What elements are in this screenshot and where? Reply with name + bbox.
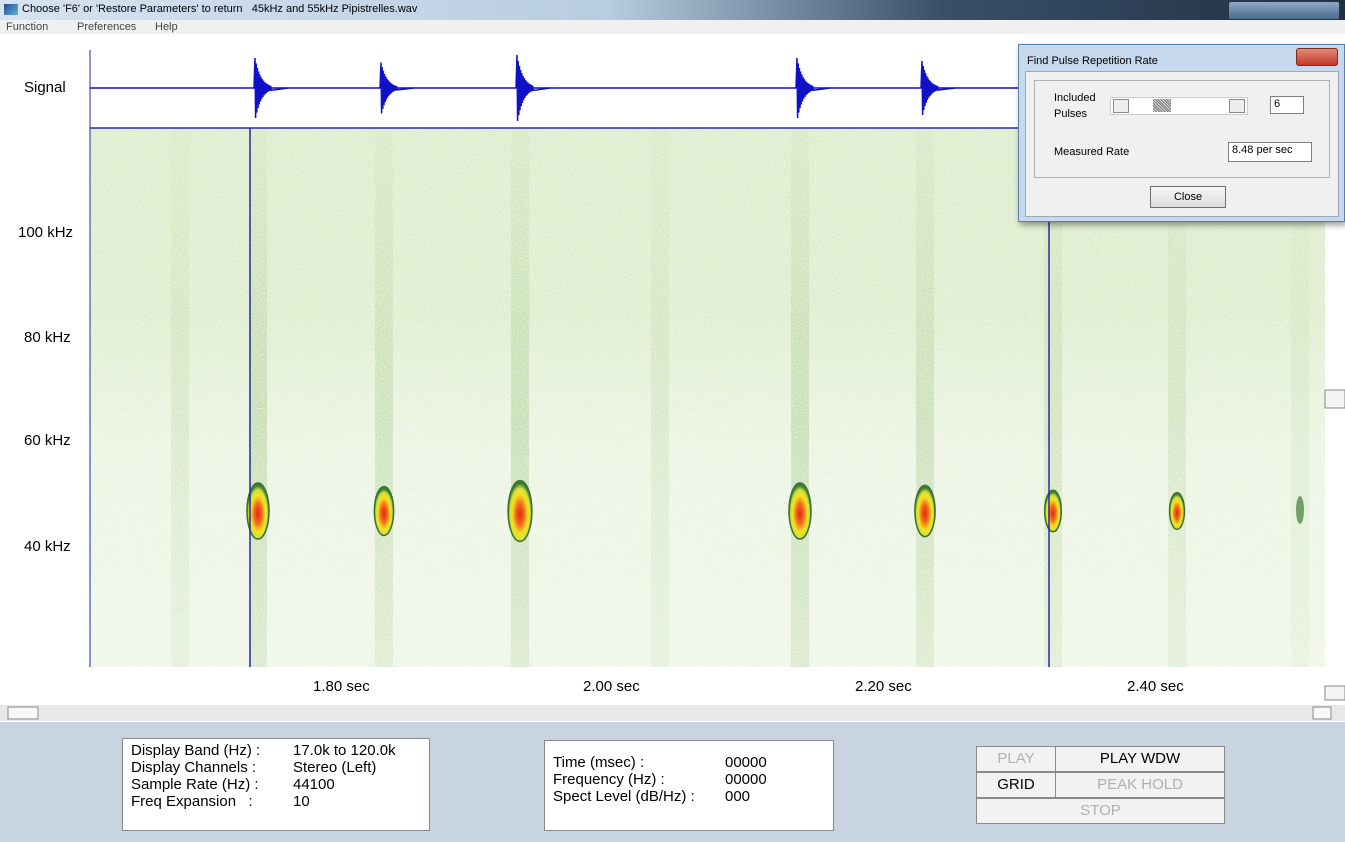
info-label: Sample Rate (Hz) : bbox=[131, 777, 259, 793]
time-label: 2.40 sec bbox=[1127, 678, 1184, 695]
call-pulse bbox=[915, 485, 935, 536]
menu-item[interactable]: Preferences bbox=[77, 21, 136, 33]
slider-thumb[interactable] bbox=[1153, 99, 1171, 112]
waveform-burst bbox=[921, 61, 955, 115]
call-pulse bbox=[1170, 493, 1185, 530]
included-pulses-value: 6 bbox=[1270, 96, 1304, 114]
call-pulse bbox=[789, 483, 811, 539]
close-button[interactable]: Close bbox=[1150, 186, 1226, 208]
info-label: Display Channels : bbox=[131, 760, 256, 776]
call-pulse bbox=[1296, 496, 1304, 524]
info-value: 00000 bbox=[725, 772, 767, 788]
frequency-label: 60 kHz bbox=[24, 432, 71, 449]
window-controls[interactable] bbox=[1228, 1, 1340, 20]
dialog-close-icon[interactable] bbox=[1296, 48, 1338, 66]
info-label: Time (msec) : bbox=[553, 755, 644, 771]
info-label: Spect Level (dB/Hz) : bbox=[553, 789, 695, 805]
play-window-button[interactable]: PLAY WDW bbox=[1055, 746, 1225, 772]
waveform-burst bbox=[254, 58, 288, 118]
info-value: 00000 bbox=[725, 755, 767, 771]
play-button[interactable]: PLAY bbox=[976, 746, 1056, 772]
menu-item[interactable]: Help bbox=[155, 21, 178, 33]
vertical-scroll-thumb[interactable] bbox=[1325, 390, 1345, 408]
measured-rate-label: Measured Rate bbox=[1054, 146, 1129, 158]
time-label: 2.20 sec bbox=[855, 678, 912, 695]
app-window: {"window": {"title": "Choose 'F6' or 'Re… bbox=[0, 0, 1345, 842]
horizontal-scrollbar[interactable] bbox=[0, 705, 1345, 721]
info-value: 44100 bbox=[293, 777, 335, 793]
grid-button[interactable]: GRID bbox=[976, 772, 1056, 798]
call-pulse bbox=[1045, 490, 1062, 532]
cursor-info-panel: Time (msec) : 00000 Frequency (Hz) : 00000 S… bbox=[544, 740, 834, 831]
pulse-rate-dialog: Find Pulse Repetition Rate Included Puls… bbox=[1018, 44, 1345, 222]
dialog-title: Find Pulse Repetition Rate bbox=[1027, 55, 1158, 67]
info-value: 10 bbox=[293, 794, 310, 810]
time-label: 1.80 sec bbox=[313, 678, 370, 695]
info-label: Freq Expansion : bbox=[131, 794, 253, 810]
info-value: 17.0k to 120.0k bbox=[293, 743, 396, 759]
signal-label: Signal bbox=[24, 79, 66, 96]
info-value: 000 bbox=[725, 789, 750, 805]
title-bar: Choose 'F6' or 'Restore Parameters' to r… bbox=[0, 0, 1345, 20]
info-label: Display Band (Hz) : bbox=[131, 743, 260, 759]
scroll-thumb[interactable] bbox=[8, 707, 38, 719]
waveform-burst bbox=[380, 63, 414, 114]
waveform-burst bbox=[796, 58, 830, 118]
slider-right[interactable] bbox=[1229, 99, 1245, 113]
stop-button[interactable]: STOP bbox=[976, 798, 1225, 824]
included-pulses-label: Included Pulses bbox=[1054, 90, 1104, 122]
display-info-panel: Display Band (Hz) : 17.0k to 120.0k Displa… bbox=[122, 738, 430, 831]
slider-left[interactable] bbox=[1113, 99, 1129, 113]
info-label: Frequency (Hz) : bbox=[553, 772, 665, 788]
window-title: Choose 'F6' or 'Restore Parameters' to r… bbox=[22, 3, 417, 15]
status-area: Display Band (Hz) : 17.0k to 120.0k Displa… bbox=[0, 722, 1345, 842]
time-label: 2.00 sec bbox=[583, 678, 640, 695]
waveform-burst bbox=[516, 55, 550, 121]
menu-bar: Function Preferences Help bbox=[0, 20, 1345, 34]
frequency-label: 40 kHz bbox=[24, 538, 71, 555]
measured-rate-value: 8.48 per sec bbox=[1228, 142, 1312, 162]
menu-item[interactable]: Function bbox=[6, 21, 48, 33]
pulse-slider[interactable] bbox=[1110, 97, 1248, 115]
frequency-label: 100 kHz bbox=[18, 224, 73, 241]
scroll-button[interactable] bbox=[1313, 707, 1331, 719]
info-value: Stereo (Left) bbox=[293, 760, 376, 776]
dialog-body: Included Pulses 6 Measured Rate 8.48 per… bbox=[1025, 71, 1339, 217]
frequency-label: 80 kHz bbox=[24, 329, 71, 346]
app-icon bbox=[4, 4, 18, 15]
peak-hold-button[interactable]: PEAK HOLD bbox=[1055, 772, 1225, 798]
call-pulse bbox=[508, 481, 532, 542]
call-pulse bbox=[374, 487, 393, 536]
scroll-button[interactable] bbox=[1325, 686, 1345, 700]
